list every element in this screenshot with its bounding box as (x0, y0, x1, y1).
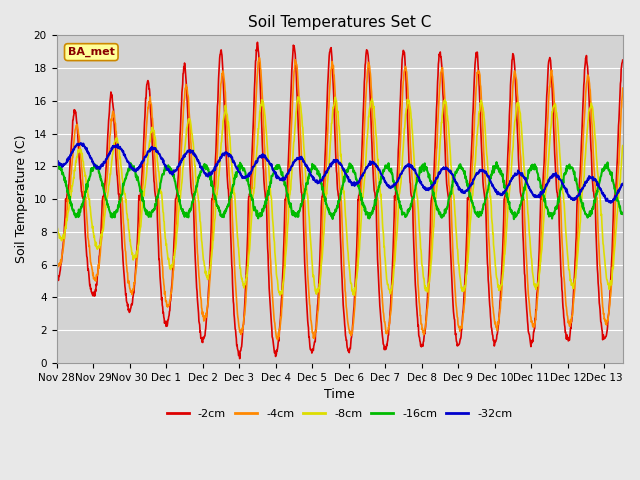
Title: Soil Temperatures Set C: Soil Temperatures Set C (248, 15, 431, 30)
X-axis label: Time: Time (324, 388, 355, 401)
Legend: -2cm, -4cm, -8cm, -16cm, -32cm: -2cm, -4cm, -8cm, -16cm, -32cm (163, 404, 517, 423)
Text: BA_met: BA_met (68, 47, 115, 57)
Y-axis label: Soil Temperature (C): Soil Temperature (C) (15, 135, 28, 264)
